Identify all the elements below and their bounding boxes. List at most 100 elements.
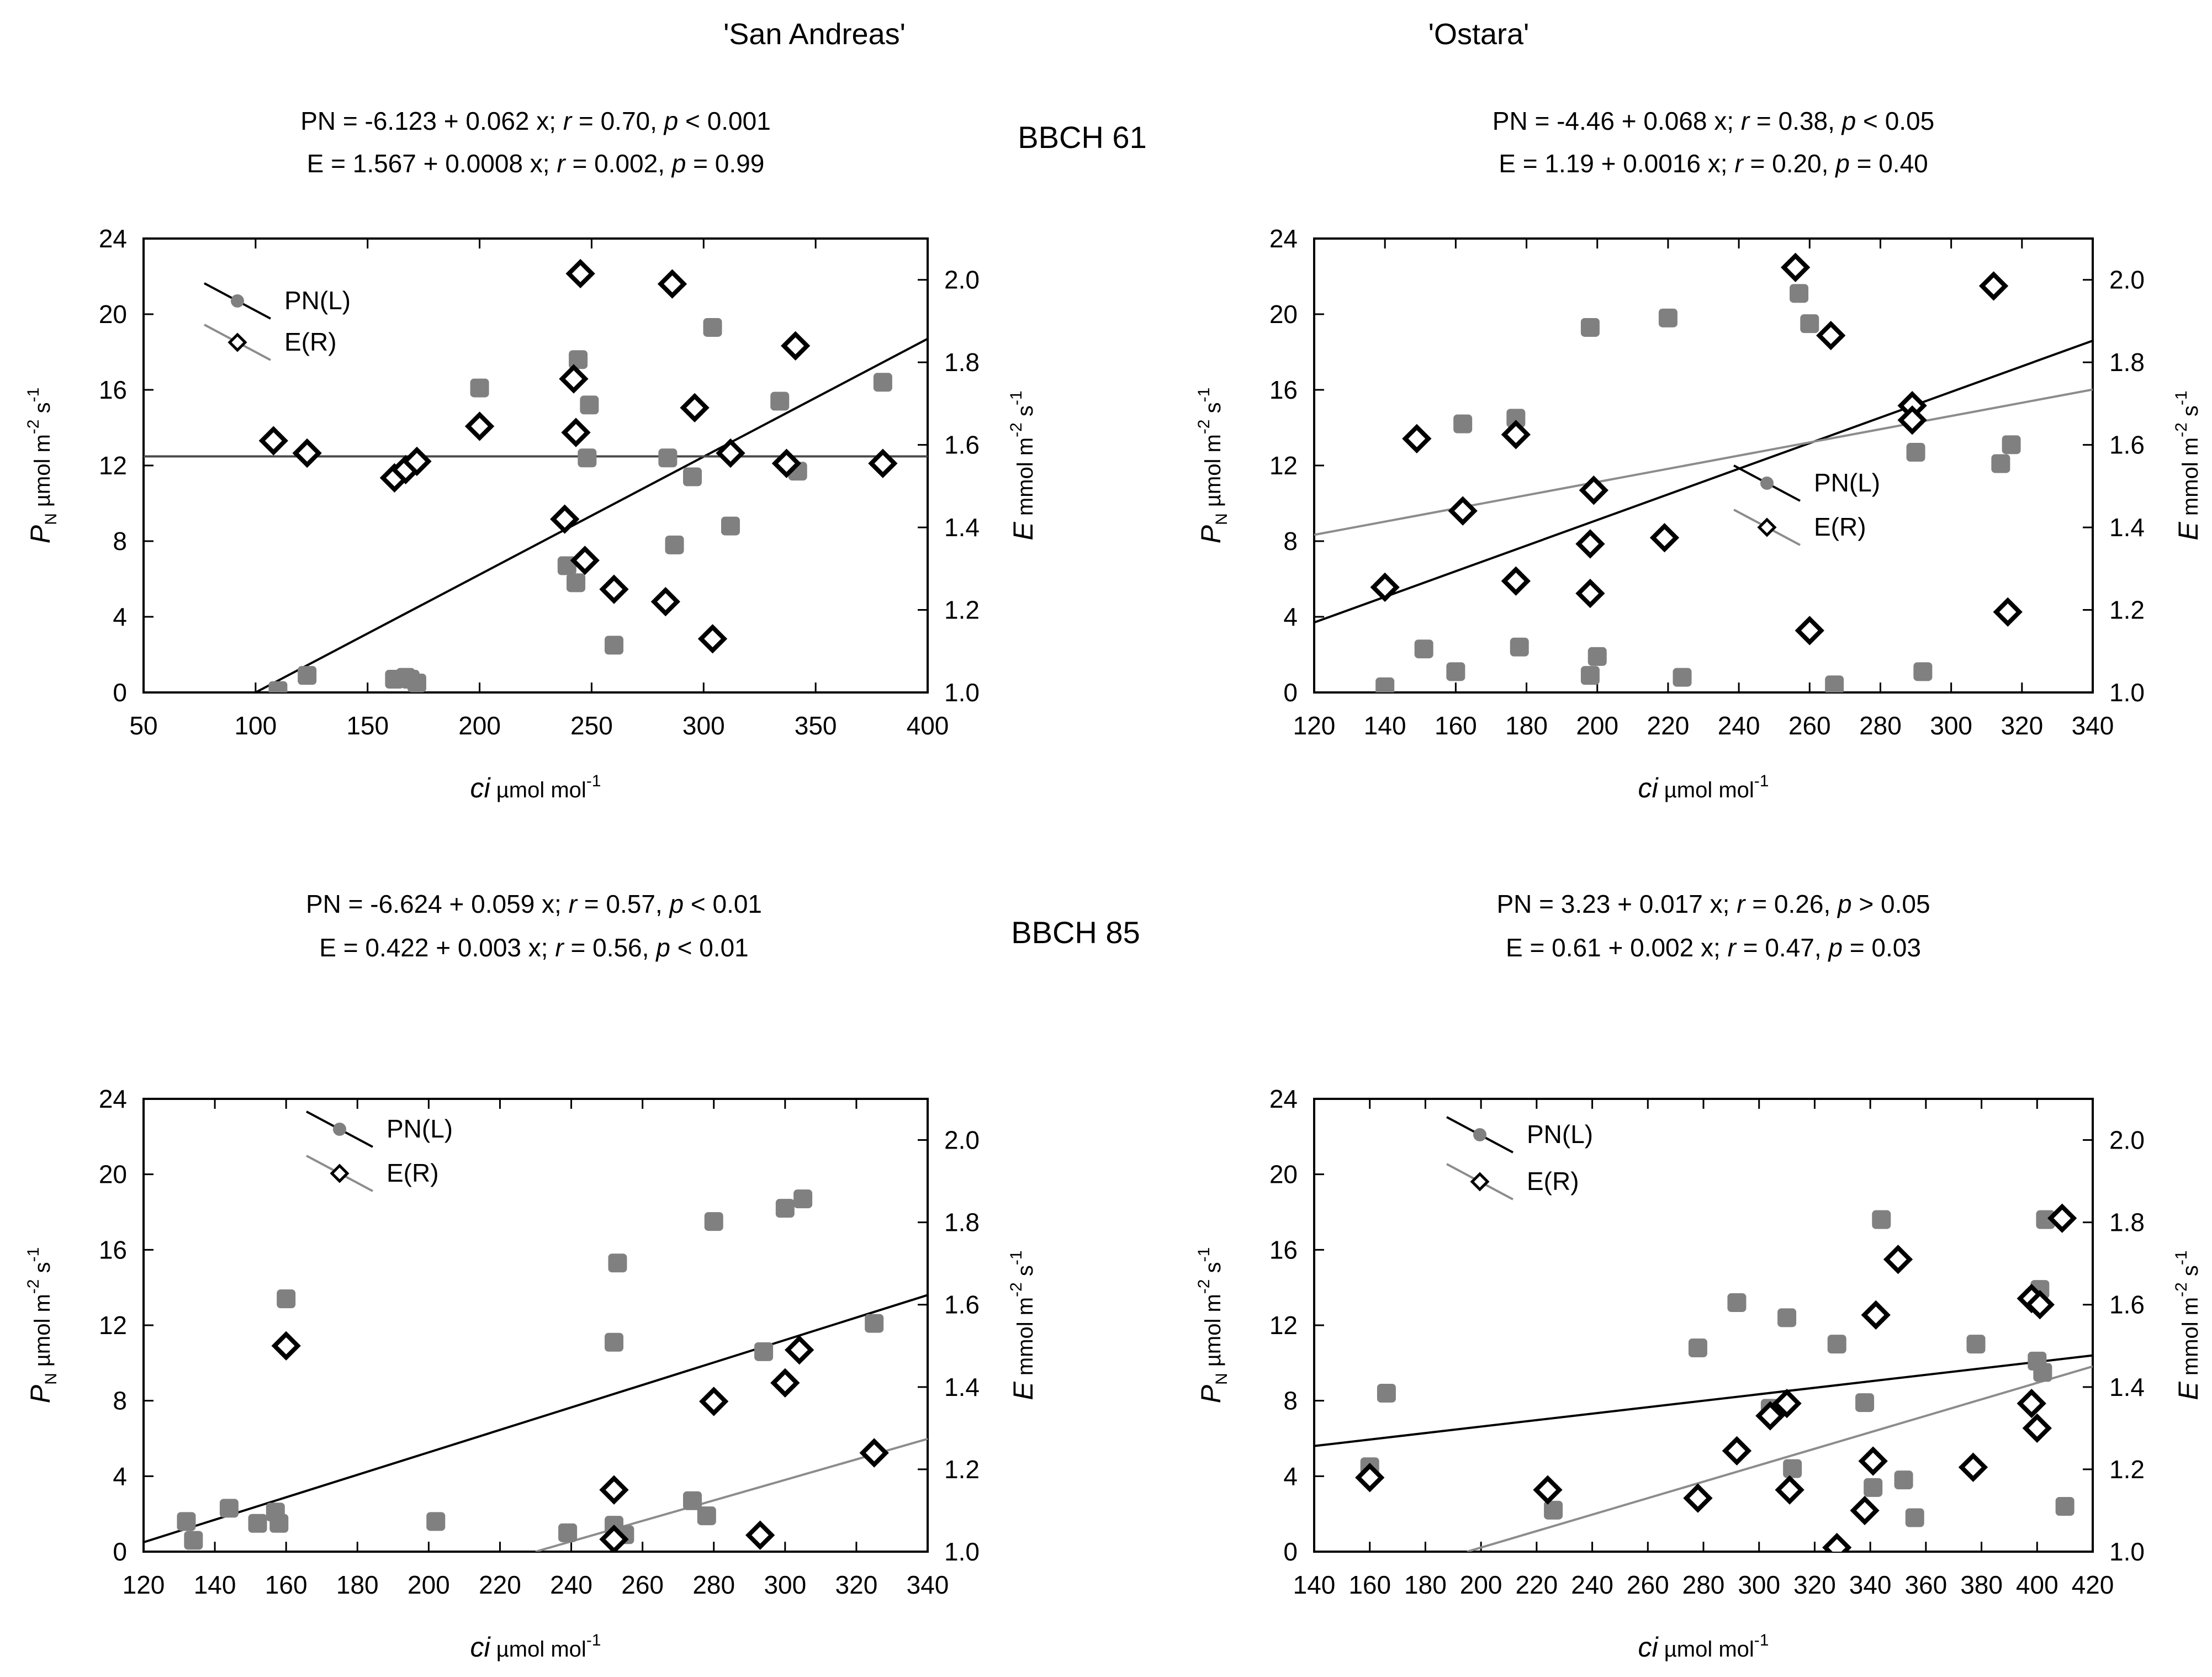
pn-point (558, 1523, 578, 1542)
y-right-label-exp1: -2 (1007, 422, 1025, 437)
e-point (1501, 566, 1531, 596)
y-right-tick-label: 2.0 (2109, 1126, 2145, 1155)
y-left-label-unit2: s (30, 1262, 55, 1279)
legend-e-marker (227, 332, 247, 352)
x-axis-label: ci µmol mol-1 (470, 1631, 601, 1663)
pn-point (1913, 662, 1933, 681)
y-left-tick-label: 8 (113, 1387, 127, 1415)
legend-pn-label: PN(L) (1814, 468, 1880, 497)
pn-point (298, 666, 317, 685)
x-axis-label-unit: µmol mol (1658, 1637, 1754, 1662)
y-left-tick-label: 16 (1269, 375, 1298, 404)
y-left-label-symbol: P (25, 525, 56, 543)
x-tick-label: 220 (1515, 1570, 1558, 1599)
y-left-tick-label: 24 (99, 1085, 127, 1113)
pn-point (1377, 1384, 1396, 1403)
x-tick-label: 120 (123, 1570, 165, 1599)
e-point (2025, 1290, 2055, 1320)
e-point (1816, 320, 1846, 351)
e-point (859, 1438, 889, 1468)
x-tick-label: 160 (1348, 1570, 1391, 1599)
equation-e-r-value: = 0.002, (565, 149, 672, 178)
pn-point (277, 1289, 296, 1309)
x-axis-label-unit: µmol mol (490, 778, 586, 802)
equation-e-p-value: = 0.99 (686, 149, 764, 178)
stage-label-bbch85: BBCH 85 (1011, 915, 1140, 950)
plot-frame (142, 1098, 929, 1553)
y-right-label-exp2: -1 (1007, 1250, 1025, 1265)
y-left-tick-label: 8 (113, 527, 127, 556)
y-right-tick-label: 1.8 (944, 348, 980, 377)
pn-point (407, 673, 426, 692)
equation-e-r-symbol: r (1734, 149, 1744, 178)
equation-pn-fit: PN = -6.123 + 0.062 x; (300, 107, 563, 135)
pn-point (1777, 1308, 1797, 1327)
e-point (716, 438, 745, 468)
y-right-tick-label: 1.8 (2109, 348, 2145, 377)
x-tick-label: 320 (835, 1570, 878, 1599)
equation-e-p-value: = 0.03 (1843, 933, 1921, 962)
e-point (1978, 271, 2009, 301)
legend-pn-marker (333, 1123, 346, 1136)
y-left-tick-label: 12 (1269, 451, 1298, 480)
pn-point (177, 1512, 196, 1531)
x-tick-label: 160 (265, 1570, 308, 1599)
pn-point (1658, 308, 1677, 327)
legend-pn-marker (231, 294, 244, 308)
legend-e-label: E(R) (284, 327, 337, 356)
series-layer (144, 258, 928, 692)
e-point (1958, 1452, 1988, 1482)
pn-point (770, 392, 790, 411)
y-left-label-unit2: s (1201, 1262, 1225, 1279)
e-point (1448, 496, 1478, 526)
x-tick-label: 320 (1793, 1570, 1836, 1599)
equation-pn-p-value: < 0.01 (684, 890, 762, 918)
e-point (780, 331, 811, 361)
x-tick-label: 400 (907, 711, 949, 740)
pn-point (775, 1199, 795, 1218)
pn-point (1446, 662, 1465, 681)
series-layer (144, 1189, 928, 1552)
e-point (1822, 1532, 1852, 1552)
equation-e: E = 1.19 + 0.0016 x; r = 0.20, p = 0.40 (1499, 149, 1928, 178)
pn-point (268, 681, 288, 692)
y-left-label-exp1: -2 (24, 420, 43, 435)
equation-e-fit: E = 0.422 + 0.003 x; (319, 933, 555, 962)
e-point (402, 446, 432, 477)
equation-pn-p-symbol: p (668, 890, 684, 918)
equation-pn-fit: PN = 3.23 + 0.017 x; (1496, 890, 1737, 918)
pn-point (1905, 1508, 1924, 1527)
pn-point (1783, 1459, 1802, 1478)
y-right-label-symbol: E (1008, 1382, 1039, 1400)
y-right-tick-label: 1.6 (2109, 431, 2145, 459)
x-axis-label-exp: -1 (586, 1631, 601, 1649)
pn-point (1580, 318, 1600, 337)
x-tick-label: 360 (1904, 1570, 1947, 1599)
equation-e-p-symbol: p (671, 149, 686, 178)
e-point (2022, 1413, 2052, 1443)
e-point (559, 364, 589, 394)
y-right-label-exp1: -2 (1007, 1282, 1025, 1297)
e-point (1683, 1483, 1713, 1513)
legend-pn-marker (1760, 477, 1774, 490)
y-left-label-symbol: P (25, 1384, 56, 1403)
equation-pn-fit: PN = -6.624 + 0.059 x; (306, 890, 569, 918)
x-tick-label: 200 (458, 711, 501, 740)
x-tick-label: 180 (1505, 711, 1548, 740)
e-point (271, 1331, 301, 1361)
y-right-label-exp2: -1 (1007, 390, 1025, 405)
e-point (1993, 597, 2023, 627)
equation-e-p-symbol: p (1827, 933, 1843, 962)
pn-point (793, 1189, 813, 1209)
x-tick-label: 160 (1435, 711, 1477, 740)
e-point (1883, 1245, 1913, 1274)
y-left-tick-label: 4 (113, 1462, 127, 1490)
pn-point (1688, 1339, 1707, 1357)
x-tick-label: 100 (234, 711, 277, 740)
e-point (1772, 1388, 1802, 1419)
y-right-tick-label: 1.0 (944, 1537, 980, 1566)
series-layer (1314, 1203, 2093, 1552)
x-tick-label: 260 (621, 1570, 664, 1599)
y-left-label-exp2: -1 (1195, 1247, 1213, 1262)
x-tick-label: 420 (2072, 1570, 2114, 1599)
